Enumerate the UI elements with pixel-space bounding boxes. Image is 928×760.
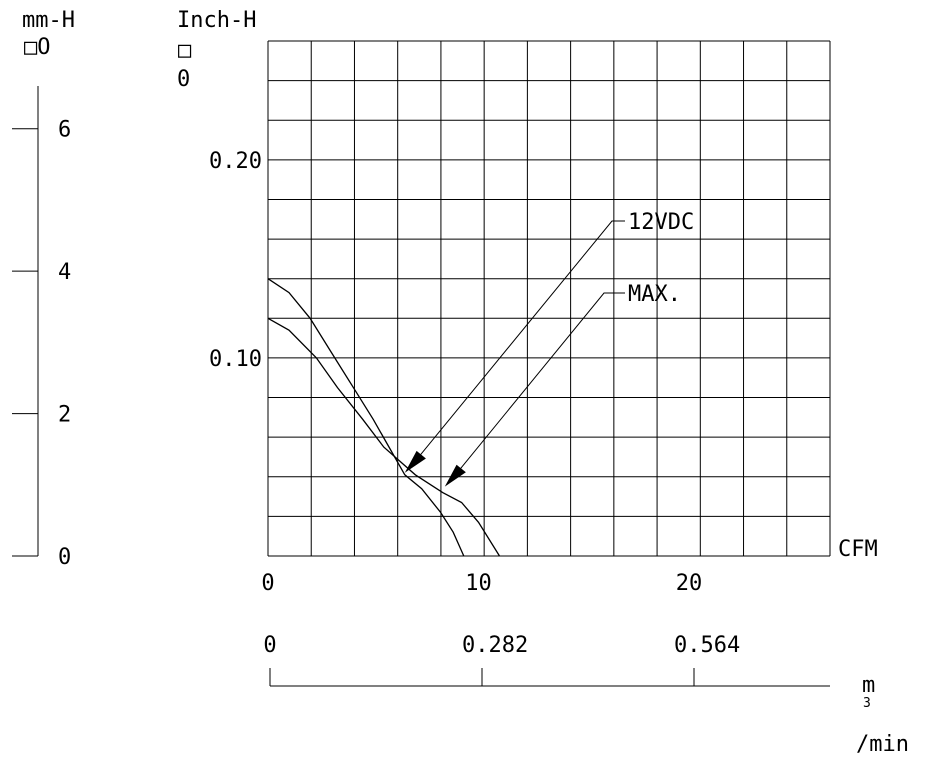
y-tick-label: 0.20 (209, 149, 262, 174)
y-tick-label: 0.10 (209, 347, 262, 372)
m3-axis-tick-label: 0.564 (674, 633, 740, 658)
m3-per-min-axis: 0 0.282 0.564 m 3 /min (263, 633, 909, 757)
m3-axis-label-line2: 3 (863, 696, 871, 711)
y-axis-label-line3: 0 (177, 67, 190, 92)
y-axis-label-line1: Inch-H (177, 8, 256, 33)
x-tick-label: 10 (465, 571, 492, 596)
m3-axis-tick-label: 0.282 (462, 633, 528, 658)
mm-axis-tick-label: 2 (58, 403, 71, 428)
mm-axis-tick-label: 0 (58, 545, 71, 570)
x-tick-label: 0 (261, 571, 274, 596)
plot-grid (267, 40, 831, 557)
annotation-leader (458, 292, 625, 471)
m3-axis-label-line3: /min (856, 732, 909, 757)
mm-h2o-axis: mm-H □O 6 4 2 0 (12, 8, 75, 570)
annotation-arrowhead (404, 450, 426, 473)
mm-axis-tick-label: 6 (58, 118, 71, 143)
x-axis-label: CFM (838, 537, 878, 562)
x-tick-labels: 0 10 20 (261, 571, 702, 596)
mm-axis-label-line2: □O (24, 35, 51, 60)
mm-axis-tick-label: 4 (58, 260, 71, 285)
series-line-0 (267, 278, 465, 557)
y-axis-label-line2: □ (178, 38, 192, 63)
annotation-label: 12VDC (628, 210, 694, 235)
annotations: 12VDC MAX. (404, 210, 694, 487)
m3-axis-tick-label: 0 (263, 633, 276, 658)
y-tick-labels: 0.20 0.10 (209, 149, 262, 372)
annotation-arrowhead (444, 464, 466, 487)
x-tick-label: 20 (676, 571, 703, 596)
annotation-leader (418, 220, 625, 458)
series-line-1 (267, 317, 501, 557)
mm-axis-label-line1: mm-H (22, 8, 75, 33)
annotation-label: MAX. (628, 282, 681, 307)
curves (267, 278, 501, 557)
m3-axis-label-line1: m (862, 673, 875, 698)
